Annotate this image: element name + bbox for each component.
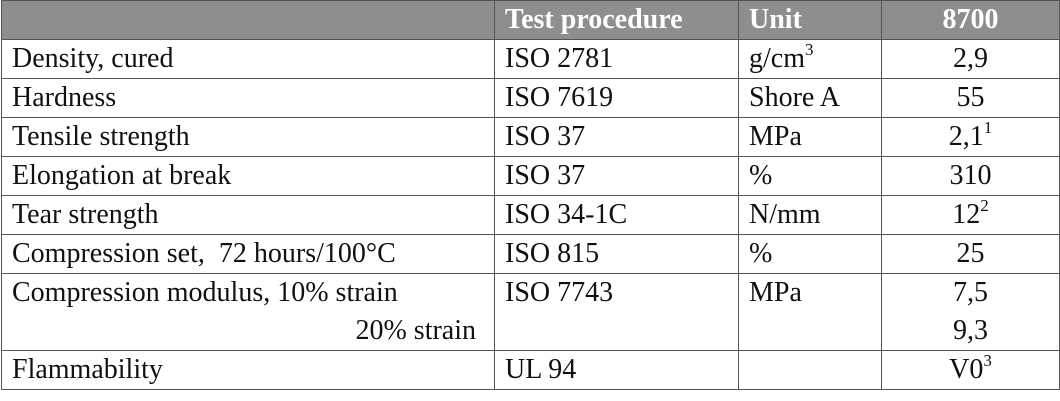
value-text: 2,11 <box>882 118 1059 156</box>
table-row: Compression modulus, 10% strain 20% strai… <box>1 273 1060 351</box>
property-text: Elongation at break <box>12 160 232 191</box>
test-cell: ISO 7743 <box>494 273 739 351</box>
value: 310 <box>949 160 992 191</box>
test-cell: ISO 37 <box>494 117 739 157</box>
value: V0 <box>949 354 984 385</box>
table-row: Density, cured ISO 2781 g/cm3 2,9 <box>1 39 1060 79</box>
value: 7,5 <box>953 277 988 308</box>
property-cell: Tear strength <box>1 195 495 235</box>
value-cell: V03 <box>881 350 1060 390</box>
value-cell: 2,9 <box>881 39 1060 79</box>
table-row: Flammability UL 94 V03 <box>1 350 1060 390</box>
property-text: Hardness <box>12 82 117 113</box>
value-text: V03 <box>882 351 1059 389</box>
unit-cell: Shore A <box>738 78 882 118</box>
table-row: Compression set, 72 hours/100°C ISO 815% 2… <box>1 234 1060 274</box>
value-cell: 310 <box>881 156 1060 196</box>
property-cell: Hardness <box>1 78 495 118</box>
property-cell: Tensile strength <box>1 117 495 157</box>
header-cell: 8700 <box>881 0 1060 40</box>
value-cell: 7,5 9,3 <box>881 273 1060 351</box>
value: 9,3 <box>953 315 988 346</box>
unit-cell <box>738 350 882 390</box>
value-text: 310 <box>882 157 1059 195</box>
value-text: 122 <box>882 196 1059 234</box>
value-text: 7,5 <box>882 274 1059 312</box>
value-text: 55 <box>882 79 1059 117</box>
properties-table: Test procedure Unit 8700 Density, cured I… <box>1 0 1060 390</box>
value-cell: 55 <box>881 78 1060 118</box>
header-cell: Test procedure <box>494 0 739 40</box>
property-cell: Elongation at break <box>1 156 495 196</box>
value: 2,9 <box>953 43 988 74</box>
test-cell: ISO 2781 <box>494 39 739 79</box>
property-cell: Flammability <box>1 350 495 390</box>
property-cell: Compression modulus, 10% strain 20% strai… <box>1 273 495 351</box>
superscript: 1 <box>983 118 993 137</box>
table-row: Elongation at break ISO 37% 310 <box>1 156 1060 196</box>
value-text: 2,9 <box>882 40 1059 78</box>
unit-cell: MPa <box>738 273 882 351</box>
header-cell: Unit <box>738 0 882 40</box>
value: 2,1 <box>948 121 984 152</box>
property-text: Compression modulus, 10% strain <box>12 277 398 308</box>
table-row: Tear strength ISO 34-1C N/mm 122 <box>1 195 1060 235</box>
property-cell: Compression set, 72 hours/100°C <box>1 234 495 274</box>
value-cell: 25 <box>881 234 1060 274</box>
superscript: 3 <box>983 351 992 370</box>
unit-cell: g/cm3 <box>738 39 882 79</box>
property-text: Flammability <box>12 354 163 385</box>
value-cell: 122 <box>881 195 1060 235</box>
test-cell: ISO 37 <box>494 156 739 196</box>
test-cell: UL 94 <box>494 350 739 390</box>
property-text: 20% strain <box>355 315 476 346</box>
test-cell: ISO 7619 <box>494 78 739 118</box>
unit-cell: % <box>738 156 882 196</box>
value: 55 <box>956 82 985 113</box>
property-text: Density, cured <box>12 43 174 74</box>
property-text: Tensile strength <box>12 121 190 152</box>
unit-cell: N/mm <box>738 195 882 235</box>
header-cell <box>1 0 495 40</box>
value-cell: 2,11 <box>881 117 1060 157</box>
superscript: 2 <box>980 196 989 215</box>
test-cell: ISO 34-1C <box>494 195 739 235</box>
unit-cell: MPa <box>738 117 882 157</box>
value-text: 25 <box>882 235 1059 273</box>
property-cell: Density, cured <box>1 39 495 79</box>
table-body: Density, cured ISO 2781 g/cm3 2,9 Hardness IS… <box>1 39 1060 390</box>
value-text: 9,3 <box>882 312 1059 350</box>
table-row: Hardness ISO 7619 Shore A 55 <box>1 78 1060 118</box>
table-row: Tensile strength ISO 37 MPa 2,11 <box>1 117 1060 157</box>
header-row: Test procedure Unit 8700 <box>1 0 1060 40</box>
property-text: Compression set, 72 hours/100°C <box>12 238 396 269</box>
value: 25 <box>956 238 985 269</box>
test-cell: ISO 815 <box>494 234 739 274</box>
superscript: 3 <box>805 40 814 59</box>
unit-cell: % <box>738 234 882 274</box>
value: 12 <box>952 199 981 230</box>
property-text: Tear strength <box>12 199 159 230</box>
